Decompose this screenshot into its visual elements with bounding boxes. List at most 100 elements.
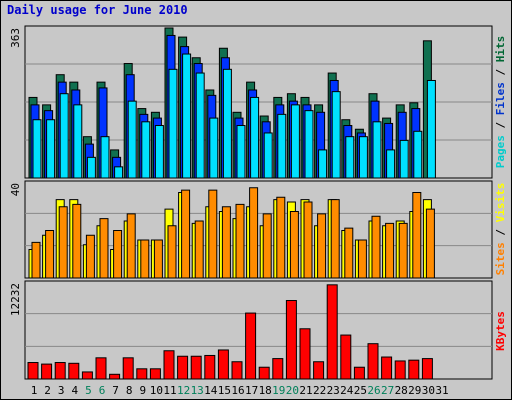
legend-entry: / [494,62,507,82]
x-day-label: 23 [327,384,340,397]
x-day-label: 30 [422,384,435,397]
kbytes-bar [326,284,338,380]
chart-title: Daily usage for June 2010 [7,3,188,17]
y-max-label: 363 [9,28,22,48]
x-day-label: 15 [218,384,231,397]
kbytes-bar [353,366,365,380]
sites-bar [45,230,55,279]
pages-bar [168,68,178,179]
kbytes-bar [81,371,93,380]
legend-entry: Files [494,82,507,115]
sites-bar [31,241,41,279]
kbytes-bar [109,373,121,380]
kbytes-bar [68,362,80,380]
pages-bar [399,139,409,179]
y-max-label: 40 [9,183,22,196]
sites-bar [208,189,218,279]
kbytes-bar [122,357,134,380]
pages-bar [141,121,151,179]
sites-bar [113,230,123,279]
kbytes-bar [217,349,229,380]
legend-bottom: KBytes [494,311,507,351]
sites-bar [72,203,82,279]
x-day-label: 6 [99,384,106,397]
x-day-label: 11 [163,384,176,397]
pages-bar [331,91,341,179]
panel-frame [24,180,493,279]
kbytes-bar [408,359,420,380]
pages-bar [86,156,96,179]
pages-bar [318,149,328,179]
kbytes-bar [381,356,393,380]
pages-bar [32,119,42,179]
kbytes-bar [54,362,66,380]
legend-entry: / [494,222,507,242]
x-day-label: 26 [367,384,380,397]
sites-bar [276,196,286,279]
pages-bar [209,117,219,179]
kbytes-bar [258,366,270,380]
pages-bar [304,110,314,179]
kbytes-bar [149,368,161,380]
x-day-label: 2 [44,384,51,397]
x-day-label: 19 [272,384,285,397]
pages-bar [345,136,355,179]
kbytes-bar [394,360,406,380]
kbytes-bar [204,354,216,380]
x-day-label: 22 [313,384,326,397]
x-day-label: 3 [58,384,65,397]
sites-bar [85,234,95,279]
pages-bar [46,119,56,179]
x-day-label: 25 [354,384,367,397]
pages-bar [290,104,300,179]
legend-entry: / [494,115,507,135]
sites-bar [194,220,204,279]
sites-bar [289,211,299,279]
sites-bar [262,213,272,279]
x-day-label: 4 [71,384,78,397]
pages-bar [263,132,273,179]
pages-bar [114,166,124,179]
y-max-label: 12232 [9,283,22,316]
sites-bar [126,213,136,279]
kbytes-bar [190,355,202,380]
x-day-label: 13 [191,384,204,397]
kbytes-bar [340,334,352,380]
x-day-label: 9 [139,384,146,397]
kbytes-bar [367,343,379,380]
x-day-label: 5 [85,384,92,397]
pages-bar [372,121,382,179]
x-day-label: 10 [150,384,163,397]
pages-bar [358,136,368,179]
pages-bar [426,79,436,179]
sites-bar [398,222,408,279]
sites-bar [371,215,381,279]
sites-bar [330,199,340,279]
kbytes-bar [245,312,257,380]
legend-entry: KBytes [494,311,507,351]
sites-bar [357,239,367,279]
x-day-label: 12 [177,384,190,397]
legend-entry: Hits [494,36,507,63]
pages-bar [182,53,192,179]
kbytes-bar [27,362,39,380]
sites-bar [412,192,422,279]
pages-bar [195,72,205,179]
legend-middle: Sites / Visits [494,183,507,276]
kbytes-bar [95,357,107,380]
kbytes-bar [177,355,189,380]
x-day-label: 1 [31,384,38,397]
legend-entry: Visits [494,183,507,223]
x-day-label: 20 [286,384,299,397]
kbytes-bar [285,300,297,380]
sites-bar [58,206,68,279]
sites-bar [344,227,354,279]
pages-bar [154,125,164,179]
x-day-label: 28 [395,384,408,397]
kbytes-bar [421,358,433,380]
pages-bar [59,93,69,179]
pages-bar [222,68,232,179]
x-day-label: 21 [299,384,312,397]
kbytes-bar [299,328,311,380]
